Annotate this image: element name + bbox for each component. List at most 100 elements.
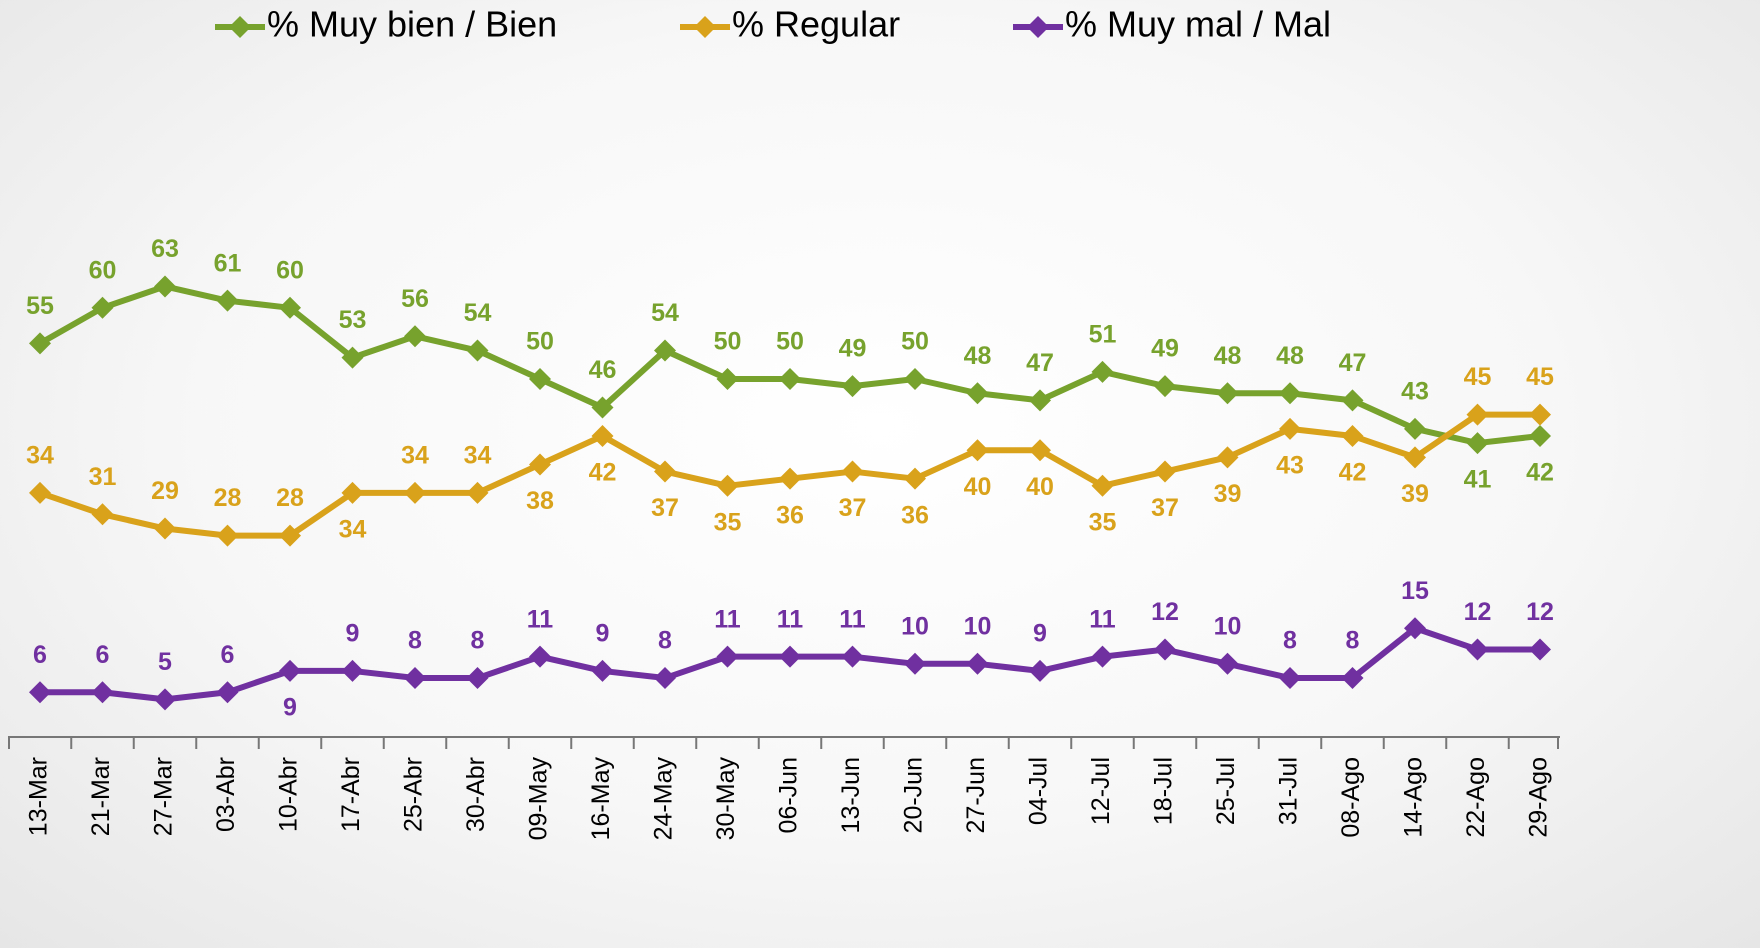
data-label: 43 bbox=[1276, 451, 1304, 479]
data-label: 40 bbox=[1026, 473, 1054, 501]
point-marker bbox=[779, 368, 801, 390]
point-marker bbox=[91, 503, 114, 526]
x-tick-label: 25-Abr bbox=[400, 757, 428, 832]
data-label: 8 bbox=[658, 627, 672, 655]
data-label: 50 bbox=[901, 328, 929, 356]
data-label: 8 bbox=[1346, 627, 1360, 655]
data-label: 45 bbox=[1464, 363, 1492, 391]
point-marker bbox=[279, 524, 301, 547]
point-marker bbox=[1279, 417, 1301, 440]
data-label: 34 bbox=[339, 516, 367, 544]
data-label: 60 bbox=[89, 256, 117, 284]
x-tick-label: 06-Jun bbox=[775, 757, 803, 833]
point-marker bbox=[404, 481, 426, 504]
data-label: 42 bbox=[589, 459, 617, 487]
point-marker bbox=[966, 652, 989, 675]
point-marker bbox=[1029, 659, 1051, 682]
data-label: 63 bbox=[151, 235, 179, 263]
data-label: 5 bbox=[158, 648, 172, 676]
point-marker bbox=[1091, 474, 1114, 497]
x-tick-label: 24-May bbox=[650, 757, 678, 841]
data-label: 34 bbox=[26, 442, 54, 470]
point-marker bbox=[216, 289, 239, 312]
data-label: 36 bbox=[901, 501, 929, 529]
x-tick-label: 27-Mar bbox=[150, 757, 178, 836]
point-marker bbox=[654, 460, 676, 483]
data-label: 8 bbox=[408, 627, 422, 655]
point-marker bbox=[341, 659, 364, 682]
x-tick-label: 27-Jun bbox=[962, 757, 990, 833]
point-marker bbox=[841, 375, 864, 398]
data-label: 61 bbox=[214, 249, 242, 277]
point-marker bbox=[404, 325, 426, 348]
data-label: 10 bbox=[1214, 612, 1242, 640]
point-marker bbox=[716, 368, 739, 390]
data-label: 47 bbox=[1339, 349, 1367, 377]
point-marker bbox=[1091, 645, 1114, 668]
point-marker bbox=[1529, 638, 1551, 661]
point-marker bbox=[1216, 652, 1239, 675]
point-marker bbox=[1029, 439, 1051, 462]
x-tick-label: 14-Ago bbox=[1400, 757, 1428, 838]
data-label: 38 bbox=[526, 487, 554, 515]
point-marker bbox=[1404, 417, 1426, 440]
point-marker bbox=[154, 275, 176, 298]
x-tick-label: 29-Ago bbox=[1525, 757, 1553, 838]
data-label: 53 bbox=[339, 306, 367, 334]
point-marker bbox=[591, 424, 614, 447]
x-tick-label: 20-Jun bbox=[900, 757, 928, 833]
point-marker bbox=[91, 296, 114, 319]
x-tick-label: 30-May bbox=[712, 757, 740, 841]
data-label: 39 bbox=[1214, 480, 1242, 508]
data-label: 28 bbox=[276, 484, 304, 512]
legend-label: % Muy bien / Bien bbox=[267, 4, 557, 45]
data-label: 46 bbox=[589, 356, 617, 384]
data-label: 12 bbox=[1151, 598, 1179, 626]
x-tick-label: 18-Jul bbox=[1150, 757, 1178, 825]
legend-marker bbox=[1027, 16, 1049, 38]
data-label: 37 bbox=[1151, 494, 1179, 522]
x-tick-label: 12-Jul bbox=[1087, 757, 1115, 825]
x-tick-label: 08-Ago bbox=[1337, 757, 1365, 838]
data-label: 49 bbox=[1151, 335, 1179, 363]
point-marker bbox=[904, 368, 926, 390]
point-marker bbox=[654, 667, 676, 690]
x-tick-label: 21-Mar bbox=[87, 757, 115, 836]
x-tick-label: 25-Jul bbox=[1212, 757, 1240, 825]
data-label: 34 bbox=[464, 442, 492, 470]
data-label: 28 bbox=[214, 484, 242, 512]
point-marker bbox=[216, 524, 239, 547]
data-label: 37 bbox=[839, 494, 867, 522]
point-marker bbox=[1029, 389, 1051, 412]
data-label: 35 bbox=[1089, 508, 1117, 536]
point-marker bbox=[466, 339, 489, 362]
point-marker bbox=[1091, 360, 1114, 383]
data-label: 36 bbox=[776, 501, 804, 529]
data-label: 9 bbox=[596, 620, 610, 648]
point-marker bbox=[1341, 389, 1364, 412]
data-label: 10 bbox=[901, 612, 929, 640]
point-marker bbox=[29, 332, 51, 355]
x-tick-label: 09-May bbox=[525, 757, 553, 841]
point-marker bbox=[466, 667, 489, 690]
data-label: 42 bbox=[1339, 459, 1367, 487]
point-marker bbox=[1466, 432, 1489, 455]
data-label: 8 bbox=[471, 627, 485, 655]
data-label: 11 bbox=[714, 605, 741, 633]
data-label: 55 bbox=[26, 292, 54, 320]
data-label: 8 bbox=[1283, 627, 1297, 655]
data-label: 11 bbox=[1089, 605, 1116, 633]
data-label: 12 bbox=[1526, 598, 1554, 626]
data-label: 10 bbox=[964, 612, 992, 640]
legend-label: % Regular bbox=[732, 4, 900, 45]
data-label: 41 bbox=[1464, 466, 1492, 494]
data-label: 56 bbox=[401, 285, 429, 313]
data-label: 48 bbox=[1276, 342, 1304, 370]
x-tick-label: 30-Abr bbox=[462, 757, 490, 832]
x-tick-label: 22-Ago bbox=[1462, 757, 1490, 838]
x-tick-label: 03-Abr bbox=[212, 757, 240, 832]
x-tick-label: 13-Mar bbox=[25, 757, 53, 836]
point-marker bbox=[1279, 667, 1301, 690]
data-label: 60 bbox=[276, 256, 304, 284]
